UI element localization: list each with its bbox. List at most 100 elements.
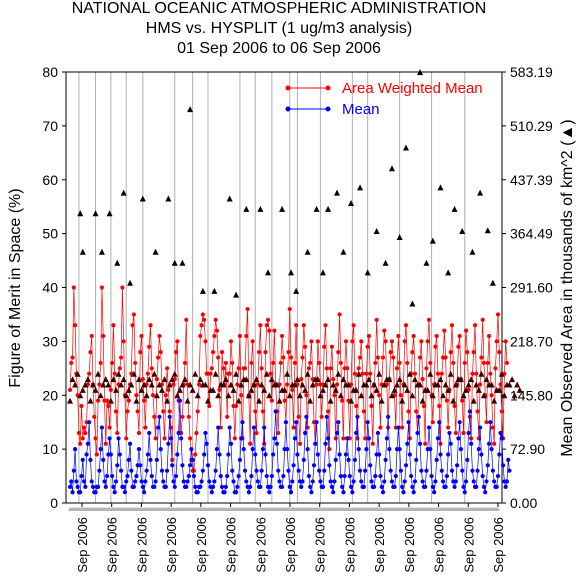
mean-point xyxy=(152,484,157,489)
awm-point xyxy=(475,409,480,414)
area-marker-high xyxy=(334,189,341,196)
mean-point xyxy=(401,490,406,495)
awm-point xyxy=(107,425,112,430)
area-marker-high xyxy=(187,106,194,113)
mean-point xyxy=(124,479,129,484)
mean-point xyxy=(354,430,359,436)
area-marker xyxy=(187,381,194,388)
awm-point xyxy=(285,382,290,387)
area-marker xyxy=(381,381,388,388)
area-marker xyxy=(210,386,217,393)
mean-point xyxy=(369,479,374,484)
mean-point xyxy=(250,447,255,452)
mean-point xyxy=(406,420,411,425)
mean-point xyxy=(320,484,326,489)
area-marker-high xyxy=(257,205,264,212)
awm-point xyxy=(175,339,180,344)
area-marker xyxy=(488,381,495,388)
area-marker xyxy=(386,376,393,383)
mean-point xyxy=(198,484,203,489)
area-marker-high xyxy=(279,205,286,212)
awm-point xyxy=(460,398,465,403)
mean-point xyxy=(286,468,291,473)
awm-point xyxy=(267,328,272,333)
mean-point xyxy=(116,436,121,441)
mean-point xyxy=(233,490,239,495)
mean-point xyxy=(414,457,419,462)
awm-point xyxy=(262,441,267,446)
mean-point xyxy=(223,484,228,489)
mean-point xyxy=(115,463,120,468)
awm-point xyxy=(88,350,93,355)
mean-point xyxy=(129,468,134,473)
mean-point xyxy=(332,479,337,484)
area-marker-high xyxy=(417,69,424,76)
mean-point xyxy=(228,441,234,446)
awm-point xyxy=(345,366,350,371)
awm-point xyxy=(341,436,346,441)
awm-point xyxy=(194,430,199,436)
area-marker xyxy=(509,376,516,383)
awm-point xyxy=(471,350,476,355)
awm-point xyxy=(157,333,162,339)
awm-point xyxy=(490,425,495,430)
awm-point xyxy=(504,360,510,366)
awm-point xyxy=(225,414,230,419)
y-tick-label: 70 xyxy=(42,118,58,134)
awm-point xyxy=(291,425,296,430)
awm-point xyxy=(305,425,310,430)
awm-point xyxy=(125,409,130,414)
mean-point xyxy=(306,473,312,479)
mean-point xyxy=(191,473,197,479)
area-marker xyxy=(394,381,401,388)
area-marker-high xyxy=(171,259,178,266)
area-marker xyxy=(473,381,480,388)
mean-point xyxy=(214,447,220,452)
awm-point xyxy=(315,339,320,344)
awm-point xyxy=(332,393,337,398)
area-marker xyxy=(256,397,263,404)
mean-point xyxy=(467,409,472,414)
area-marker xyxy=(123,392,130,399)
mean-point xyxy=(393,473,398,479)
area-marker xyxy=(322,381,329,388)
mean-point xyxy=(324,414,329,419)
mean-point xyxy=(131,484,136,489)
mean-point xyxy=(153,479,158,484)
area-marker xyxy=(348,397,355,404)
mean-point xyxy=(176,430,181,436)
area-marker xyxy=(340,376,347,383)
mean-point xyxy=(489,447,494,452)
mean-point xyxy=(291,463,296,468)
awm-point xyxy=(193,452,198,457)
awm-point xyxy=(470,371,475,376)
legend-awm-label: Area Weighted Mean xyxy=(342,80,483,97)
mean-point xyxy=(308,484,313,489)
mean-point xyxy=(333,457,338,462)
mean-point xyxy=(446,452,451,457)
mean-point xyxy=(216,425,221,430)
awm-point xyxy=(365,344,370,349)
awm-point xyxy=(126,398,131,403)
area-marker xyxy=(95,370,102,377)
awm-point xyxy=(70,355,75,360)
area-marker xyxy=(105,381,112,388)
mean-point xyxy=(365,420,370,425)
mean-point xyxy=(466,430,471,436)
awm-point xyxy=(236,366,241,371)
area-marker xyxy=(181,376,188,383)
mean-point xyxy=(384,436,389,441)
y-tick-label: 20 xyxy=(42,387,58,403)
area-marker-high xyxy=(79,248,86,255)
mean-point xyxy=(249,473,254,479)
awm-point xyxy=(158,350,163,355)
area-marker xyxy=(291,381,298,388)
x-tick-label: Sep 2006 xyxy=(313,517,328,573)
mean-point xyxy=(382,479,387,484)
awm-point xyxy=(402,339,407,344)
awm-point xyxy=(499,409,504,414)
mean-point xyxy=(84,452,89,457)
mean-point xyxy=(337,452,342,457)
awm-point xyxy=(407,436,412,441)
